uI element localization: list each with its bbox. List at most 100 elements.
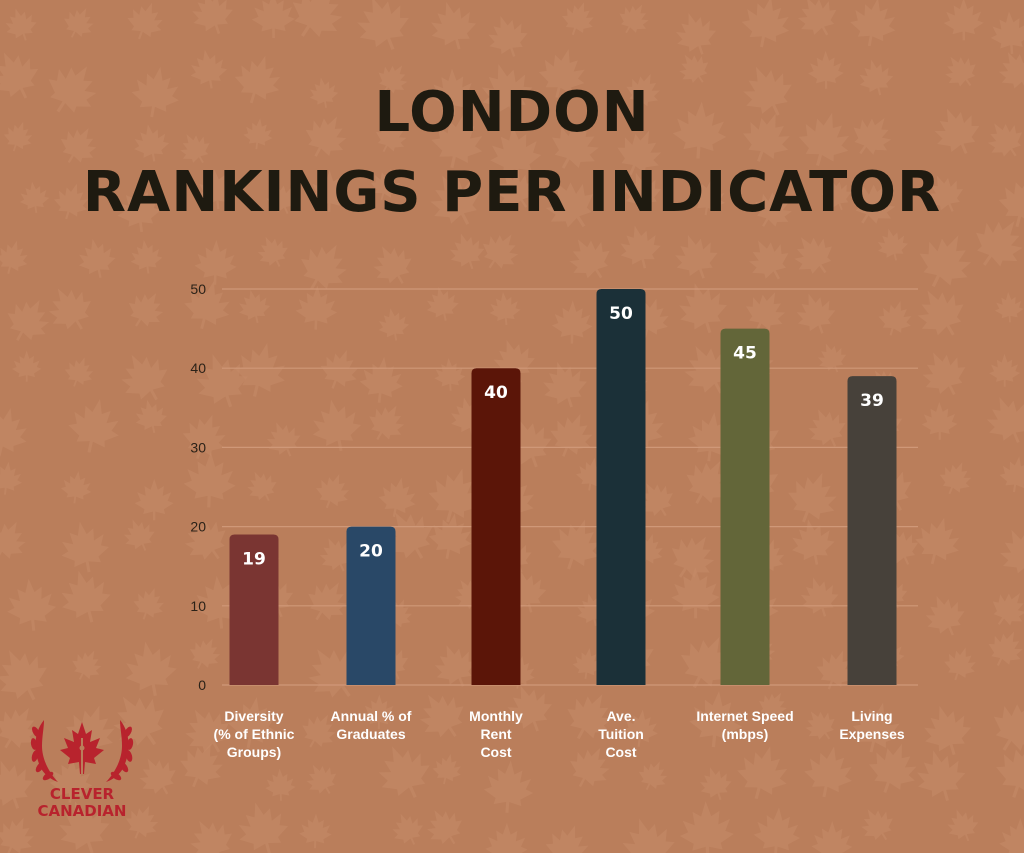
background-maple-leaf-icon [362,694,396,730]
background-maple-leaf-icon [131,66,179,118]
background-maple-leaf-icon [378,308,410,341]
background-maple-leaf-icon [197,169,236,210]
logo-text-canadian: CANADIAN [37,802,127,820]
background-maple-leaf-icon [1000,529,1024,575]
background-maple-leaf-icon [121,354,168,401]
background-maple-leaf-icon [392,813,424,845]
background-maple-leaf-icon [125,641,177,697]
background-maple-leaf-icon [947,809,979,842]
background-maple-leaf-icon [622,709,658,747]
background-maple-leaf-icon [320,349,359,389]
background-maple-leaf-icon [434,645,476,687]
background-maple-leaf-icon [743,66,792,116]
background-maple-leaf-icon [3,121,33,152]
background-maple-leaf-icon [60,128,97,164]
background-maple-leaf-icon [0,461,23,495]
background-maple-leaf-icon [794,237,833,274]
background-maple-leaf-icon [369,405,405,441]
bar-value-label: 40 [484,383,508,403]
background-maple-leaf-icon [139,758,176,795]
maple-leaf-wreath-icon [30,720,134,782]
background-maple-leaf-icon [431,68,475,116]
background-maple-leaf-icon [944,647,976,681]
background-maple-leaf-icon [265,768,296,801]
background-maple-leaf-icon [302,714,336,748]
background-maple-leaf-icon [319,538,353,572]
background-maple-leaf-icon [939,462,972,495]
background-maple-leaf-icon [0,707,38,749]
background-maple-leaf-icon [0,760,34,809]
background-maple-leaf-icon [989,353,1021,387]
background-maple-leaf-icon [808,409,846,447]
x-category-label: Diversity (% of Ethnic Groups) [214,708,295,760]
background-maple-leaf-icon [804,746,852,798]
background-maple-leaf-icon [306,764,337,794]
background-maple-leaf-icon [251,0,295,39]
background-maple-leaf-icon [19,181,50,213]
background-maple-leaf-icon [755,191,792,227]
background-maple-leaf-icon [300,244,347,290]
background-maple-leaf-icon [552,122,599,169]
background-maple-leaf-icon [859,59,894,96]
background-maple-leaf-icon [796,293,836,334]
background-maple-leaf-icon [419,694,464,738]
background-maple-leaf-icon [816,650,855,690]
background-maple-leaf-icon [759,692,787,721]
background-maple-leaf-icon [620,225,661,269]
background-maple-leaf-icon [791,519,835,565]
background-maple-leaf-icon [378,65,408,94]
background-maple-leaf-icon [428,513,472,560]
background-maple-leaf-icon [545,825,589,853]
background-maple-leaf-icon [507,685,553,732]
background-maple-leaf-icon [945,56,976,87]
y-tick-label: 20 [190,519,206,535]
background-maple-leaf-icon [943,0,984,41]
background-maple-leaf-icon [0,407,27,457]
background-maple-leaf-icon [384,512,433,559]
background-maple-leaf-icon [247,471,277,502]
background-maple-leaf-icon [868,743,917,793]
background-maple-leaf-icon [817,343,847,373]
y-tick-label: 50 [190,281,206,297]
background-maple-leaf-icon [990,11,1024,55]
background-maple-leaf-icon [61,521,109,573]
background-maple-leaf-icon [434,357,466,391]
background-maple-leaf-icon [679,283,727,334]
y-tick-label: 10 [190,598,206,614]
background-maple-leaf-icon [180,743,223,788]
background-maple-leaf-icon [925,595,965,636]
background-maple-leaf-icon [315,474,350,509]
background-maple-leaf-icon [234,342,286,397]
background-maple-leaf-icon [63,8,94,38]
background-maple-leaf-icon [811,820,853,853]
background-maple-leaf-icon [196,354,249,408]
background-maple-leaf-icon [805,711,835,740]
x-category-label: Ave. Tuition Cost [598,708,644,760]
background-maple-leaf-icon [134,124,170,162]
background-maple-leaf-icon [987,123,1023,157]
background-maple-leaf-icon [5,8,37,41]
background-maple-leaf-icon [64,357,94,387]
background-maple-leaf-icon [686,460,731,504]
background-maple-leaf-icon [619,4,649,34]
background-maple-leaf-icon [194,239,237,285]
background-maple-leaf-icon [572,647,602,679]
background-maple-leaf-icon [190,820,232,853]
background-maple-leaf-icon [299,813,332,849]
bar [471,368,521,685]
background-maple-leaf-icon [48,288,91,330]
background-maple-leaf-icon [426,286,459,321]
x-category-label: Monthly Rent Cost [469,708,523,760]
background-maple-leaf-icon [11,350,42,382]
background-maple-leaf-icon [0,52,39,99]
background-maple-leaf-icon [72,650,102,680]
background-maple-leaf-icon [295,285,338,330]
background-maple-leaf-icon [234,55,281,104]
background-maple-leaf-icon [675,234,718,279]
background-maple-leaf-icon [639,483,673,517]
background-maple-leaf-icon [449,233,485,270]
background-maple-leaf-icon [679,801,734,853]
background-maple-leaf-icon [189,638,221,669]
background-maple-leaf-icon [183,451,236,508]
background-maple-leaf-icon [431,1,477,50]
